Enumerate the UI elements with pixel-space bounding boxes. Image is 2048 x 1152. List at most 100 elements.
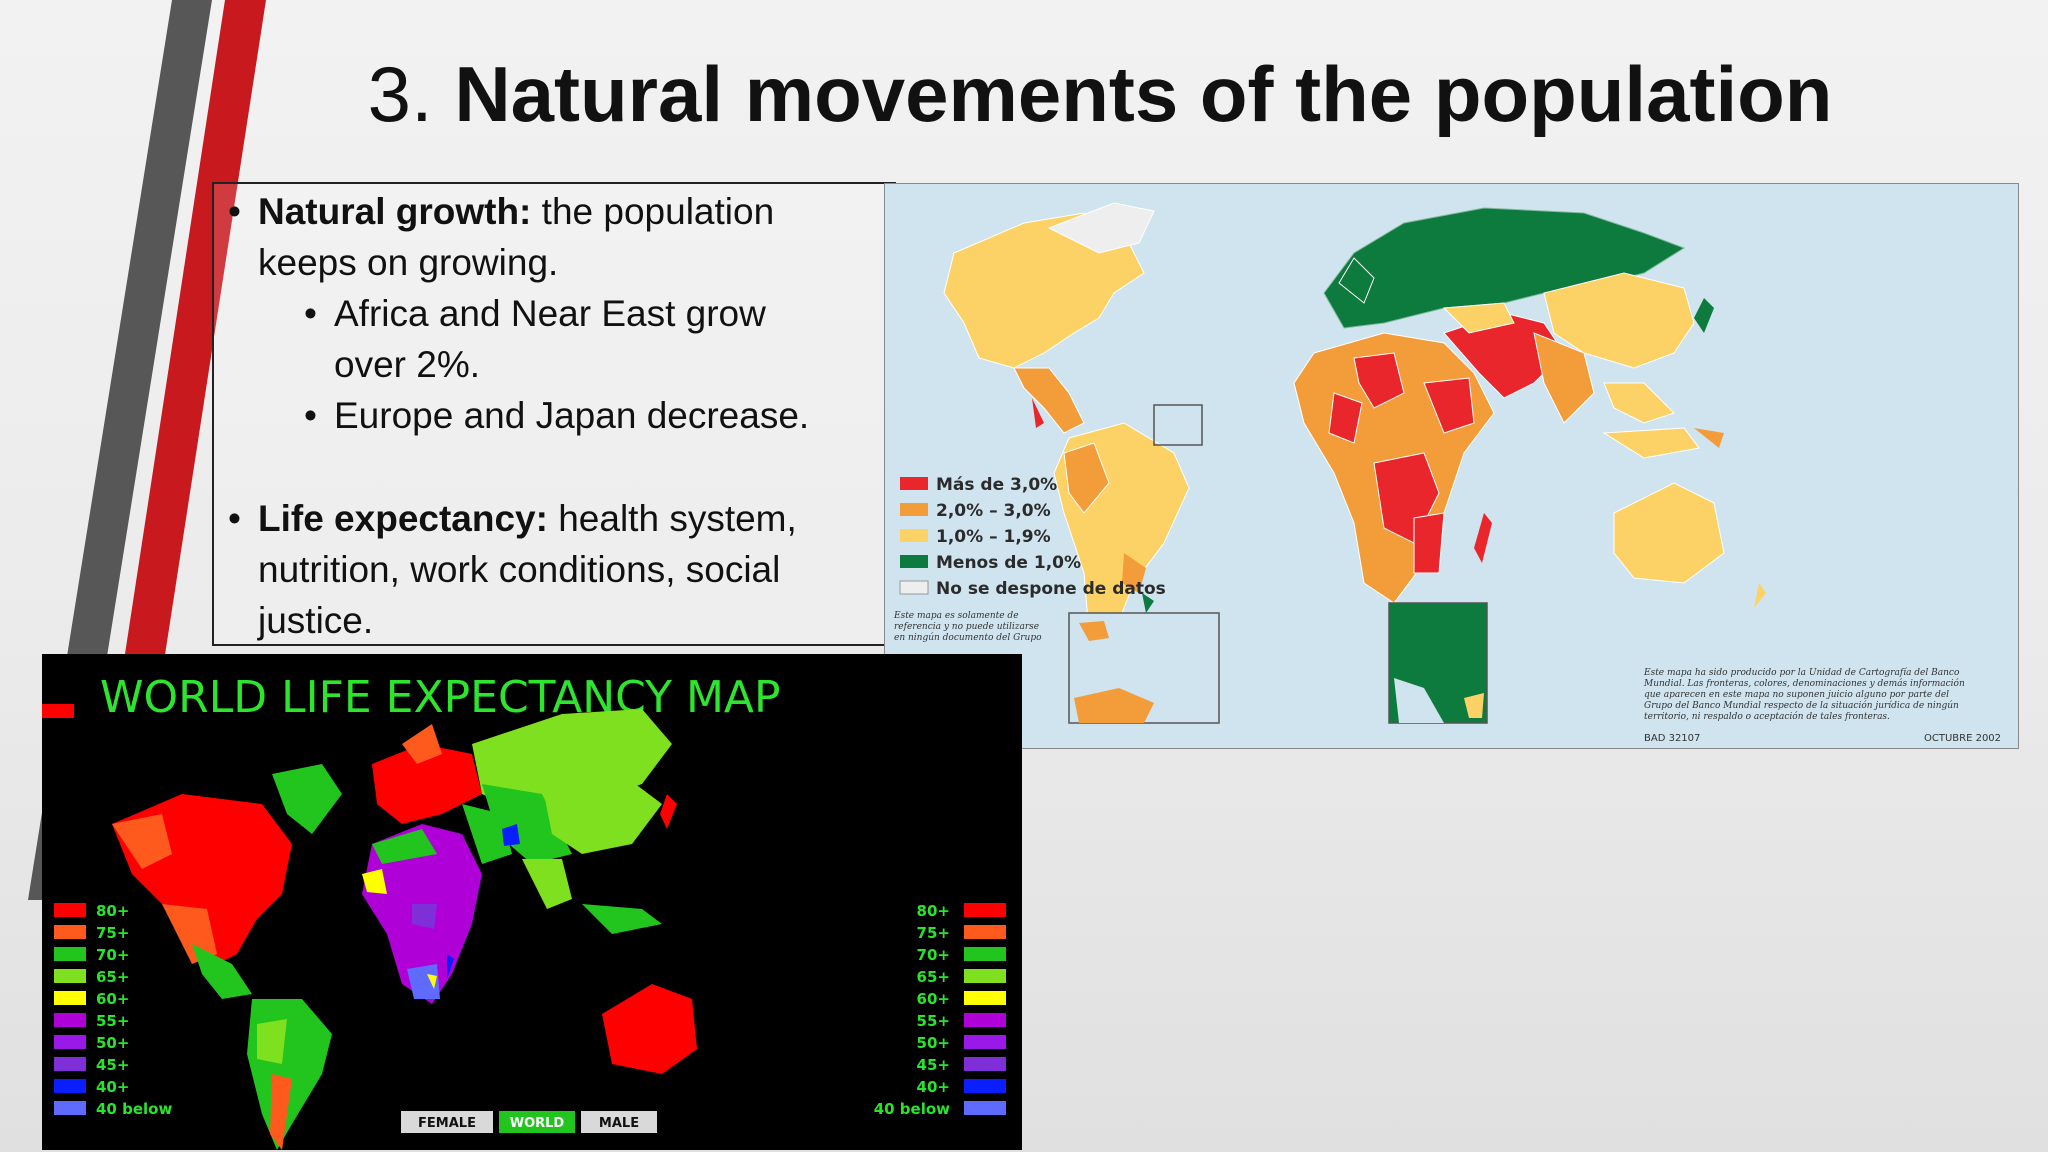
female-button-label: FEMALE	[418, 1116, 476, 1131]
female-button-bg[interactable]	[401, 1111, 493, 1133]
scandinavia	[1338, 257, 1375, 304]
bullet-heading: Life expectancy:	[258, 498, 548, 539]
madagascar	[447, 954, 454, 979]
life-legend-left	[42, 704, 74, 718]
legend-label-3: 1,0% – 1,9%	[936, 527, 1051, 547]
uruguay	[1142, 593, 1154, 613]
paraguay	[1122, 553, 1146, 593]
map-note-left-1: Este mapa es solamente de	[893, 611, 1019, 621]
west-africa-red	[1328, 392, 1363, 444]
andes-north	[1063, 442, 1110, 514]
legend-label-5: No se despone de datos	[936, 579, 1166, 599]
greenland	[1047, 202, 1155, 254]
us-south	[162, 904, 217, 964]
legend-label-1: Más de 3,0%	[936, 475, 1057, 495]
world-button-label: WORLD	[510, 1116, 565, 1131]
male-button-label: MALE	[599, 1116, 639, 1131]
male-button-bg[interactable]	[581, 1111, 657, 1133]
bullet-natural-growth: • Natural growth: the population	[228, 186, 774, 237]
legend-label: 40+	[96, 1078, 129, 1096]
sudan-ethiopia	[1423, 377, 1475, 434]
nicaragua	[1032, 398, 1044, 428]
bullet-text: health system,	[547, 498, 797, 539]
legend-swatch	[964, 1057, 1006, 1071]
legend-label: 45+	[917, 1056, 950, 1074]
legend-label: 40+	[917, 1078, 950, 1096]
legend-label: 55+	[96, 1012, 129, 1030]
inset-land	[1079, 621, 1109, 641]
life-map-title: WORLD LIFE EXPECTANCY MAP	[100, 672, 781, 723]
map-note-right-4: Grupo del Banco Mundial respecto de la s…	[1644, 700, 1959, 711]
population-growth-map: Más de 3,0% 2,0% – 3,0% 1,0% – 1,9% Meno…	[884, 183, 2019, 749]
legend-label: 65+	[917, 968, 950, 986]
legend-label: 50+	[917, 1034, 950, 1052]
map-note-right-2: Mundial. Las fronteras, colores, denomin…	[1643, 678, 1965, 689]
title-number: 3.	[367, 50, 433, 138]
bullet-life-expectancy: • Life expectancy: health system,	[228, 493, 797, 544]
map-note-left-3: en ningún documento del Grupo	[894, 632, 1042, 643]
legend-swatch	[54, 1057, 86, 1071]
map-code: BAD 32107	[1644, 733, 1700, 744]
bullet-dot: •	[304, 293, 317, 334]
map-note-right-5: territorio, ni respaldo o aceptación de …	[1644, 711, 1890, 722]
male-button[interactable]: MALE	[581, 1111, 657, 1133]
legend-swatch	[54, 947, 86, 961]
alaska	[112, 814, 172, 869]
legend-label: 80+	[917, 902, 950, 920]
madagascar	[1474, 513, 1492, 563]
legend-swatch	[964, 1101, 1006, 1115]
bullet-dot: •	[228, 191, 241, 232]
lesotho	[427, 974, 437, 989]
legend-swatch	[54, 1101, 86, 1115]
life-legend-right: 80+ 75+ 70+ 65+ 60+ 55+ 50+ 45+ 40+ 40 below	[874, 902, 1006, 1118]
legend-label: 65+	[96, 968, 129, 986]
china	[542, 774, 662, 854]
legend-swatch	[54, 925, 86, 939]
legend-swatch	[964, 925, 1006, 939]
map-note-left-2: referencia y no puede utilizarse	[894, 622, 1039, 632]
central-asia	[482, 784, 572, 864]
life-expectancy-map: WORLD LIFE EXPECTANCY MAP 80+ 75+ 70+ 65+ 60…	[42, 654, 1022, 1150]
female-button[interactable]: FEMALE	[401, 1111, 493, 1133]
world-button-bg[interactable]	[499, 1111, 575, 1133]
legend-swatch	[54, 1079, 86, 1093]
bullet-text-line: justice.	[258, 600, 374, 641]
legend-label: 75+	[917, 924, 950, 942]
legend-label: 40 below	[874, 1100, 950, 1118]
map-note-right-3: que aparecen en este mapa no suponen jui…	[1644, 690, 1949, 700]
bullet-heading: Natural growth:	[258, 191, 532, 232]
legend-label: 50+	[96, 1034, 129, 1052]
new-zealand	[1754, 583, 1766, 608]
legend-label: 40 below	[96, 1100, 172, 1118]
bullet-dot: •	[304, 395, 317, 436]
southeast-asia	[1603, 382, 1675, 424]
south-asia	[1533, 332, 1595, 424]
legend-label: 80+	[96, 902, 129, 920]
europe-west	[372, 744, 482, 824]
legend-swatch	[964, 947, 1006, 961]
bullet-textbox: • Natural growth: the population keeps o…	[212, 182, 896, 646]
australia	[1613, 482, 1725, 584]
southeast-asia	[582, 904, 662, 934]
legend-swatch	[54, 991, 86, 1005]
legend-label: 55+	[917, 1012, 950, 1030]
bullet-text-line: keeps on growing.	[258, 242, 559, 283]
legend-swatch	[54, 1013, 86, 1027]
legend-swatch-2	[900, 503, 928, 516]
japan	[660, 794, 677, 829]
map-note-right-1: Este mapa ha sido producido por la Unida…	[1643, 667, 1960, 678]
andean	[257, 1019, 287, 1064]
indonesia	[1602, 427, 1700, 459]
inset-sea	[1394, 678, 1444, 723]
middle-east	[462, 804, 512, 864]
life-legend-left: 80+ 75+ 70+ 65+ 60+ 55+ 50+ 45+ 40+ 40 below	[54, 902, 172, 1118]
legend-label: 60+	[917, 990, 950, 1008]
legend-swatch	[42, 704, 74, 718]
subbullet-text-line: over 2%.	[334, 344, 481, 385]
west-africa-yellow	[362, 869, 387, 894]
libya-niger	[1353, 352, 1405, 409]
scandinavia	[402, 724, 442, 764]
world-button[interactable]: WORLD	[499, 1111, 575, 1133]
title-text: Natural movements of the population	[454, 50, 1833, 138]
legend-swatch	[54, 903, 86, 917]
